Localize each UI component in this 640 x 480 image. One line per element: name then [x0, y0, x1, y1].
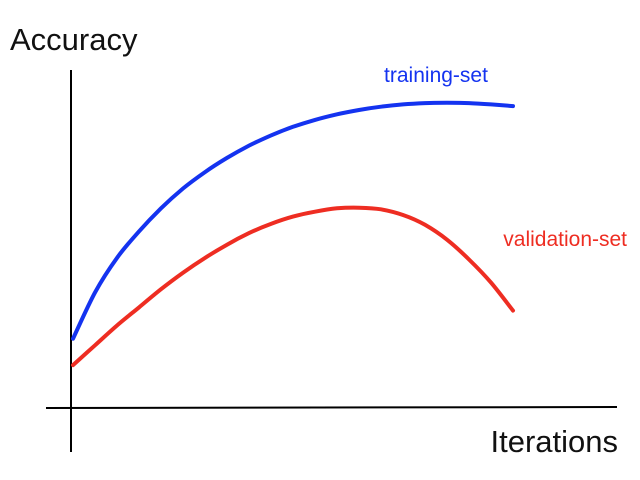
series-label-layer: training-set validation-set	[384, 64, 627, 251]
series-line-validation-set	[71, 205, 515, 368]
series-line-training-set	[71, 100, 515, 341]
series-label-training-set: training-set	[384, 64, 488, 87]
x-axis	[45, 406, 618, 409]
series-layer	[71, 100, 515, 368]
series-label-validation-set: validation-set	[503, 228, 627, 251]
x-axis-title: Iterations	[490, 424, 618, 459]
y-axis-title: Accuracy	[10, 22, 138, 57]
